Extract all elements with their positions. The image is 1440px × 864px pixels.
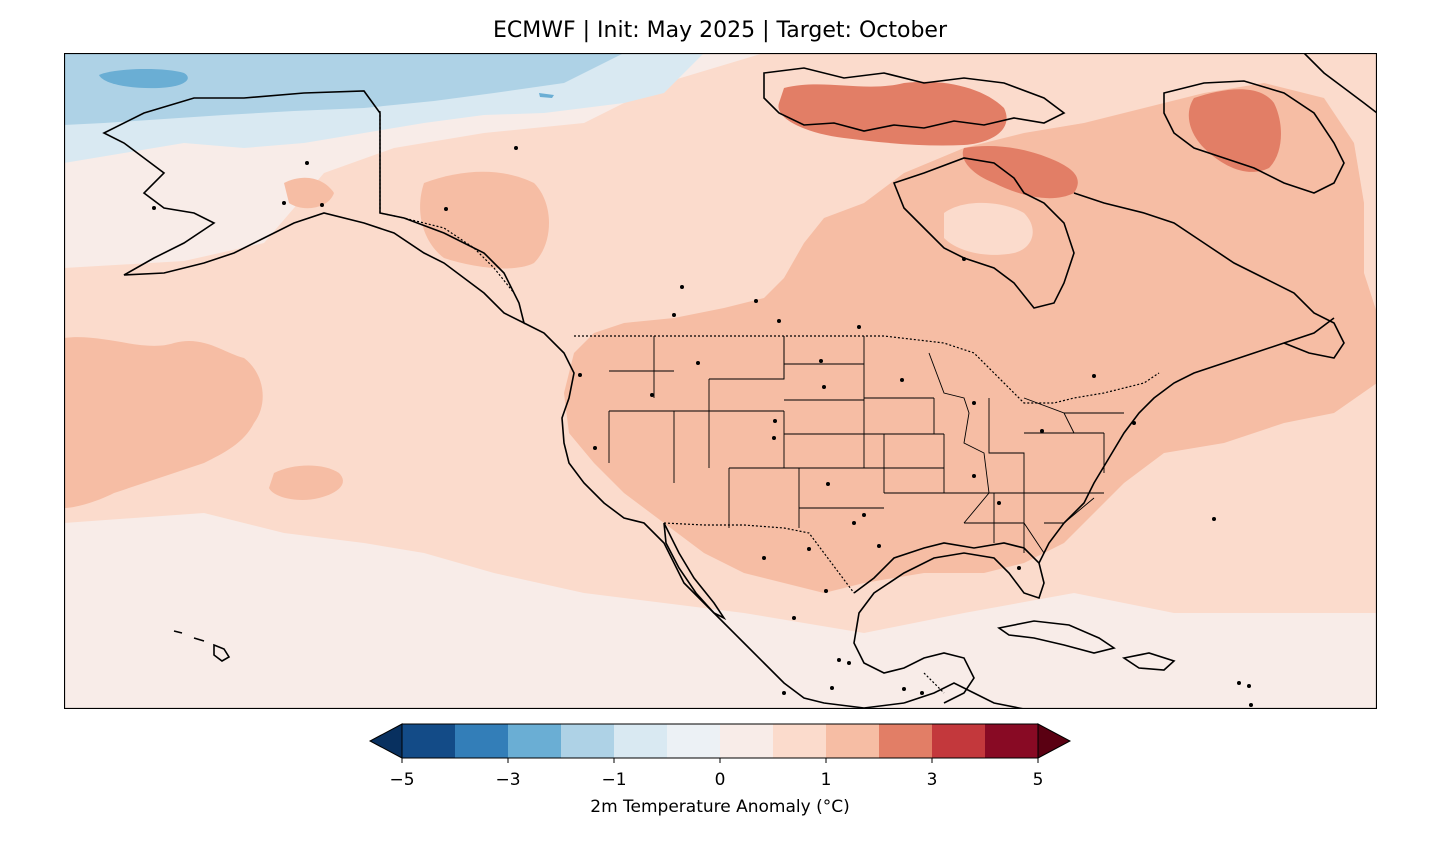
- colorbar-tick-label: 1: [820, 770, 832, 790]
- colorbar-under-arrow: [368, 723, 403, 759]
- colorbar-tick-label: −5: [389, 770, 415, 790]
- border-us-mexico: [663, 522, 855, 594]
- colorbar-over-arrow: [1037, 723, 1072, 759]
- state-boundaries: [608, 336, 1124, 554]
- colorbar-tick-label: −3: [495, 770, 521, 790]
- coastline-alaska: [102, 90, 526, 325]
- hot-field-arctic: [778, 81, 1007, 146]
- colorbar-swatch: [614, 724, 668, 758]
- cold-field-alaska: [64, 53, 624, 125]
- border-guatemala: [923, 672, 945, 694]
- coastline-baja: [663, 522, 727, 621]
- colorbar-swatch: [985, 724, 1039, 758]
- coastline-baffin: [1163, 80, 1345, 194]
- colorbar-swatch: [508, 724, 562, 758]
- coastline-arctic-islands: [763, 67, 1066, 132]
- warm-field-pacific: [64, 337, 263, 508]
- warm-field-alaska-w: [284, 177, 334, 209]
- coastline-hawaii: [173, 630, 231, 662]
- colorbar-swatch: [455, 724, 509, 758]
- coastline-pacific-nw: [523, 322, 905, 709]
- coastline-atlantic: [1038, 317, 1335, 564]
- warm-field-alaska: [420, 171, 549, 269]
- coastline-cuba: [997, 620, 1116, 654]
- colorbar-swatch: [826, 724, 880, 758]
- coastline-hispaniola: [1121, 652, 1176, 671]
- colorbar-tick-label: 0: [714, 770, 726, 790]
- coastline-hudson-bay: [892, 157, 1075, 309]
- coastline-central-america: [903, 682, 1025, 709]
- colorbar-tick-label: 5: [1032, 770, 1044, 790]
- warm-field-pacific-2: [269, 465, 343, 500]
- colorbar-label: 2m Temperature Anomaly (°C): [590, 797, 850, 817]
- map-title: ECMWF | Init: May 2025 | Target: October: [493, 18, 947, 43]
- anomaly-map: [64, 53, 1377, 709]
- cold-core-alaska: [99, 69, 188, 89]
- warm-field-canada-us: [564, 83, 1377, 593]
- colorbar-tick-label: 3: [926, 770, 938, 790]
- city-markers: [152, 146, 1253, 707]
- colorbar-swatch: [932, 724, 986, 758]
- colorbar-swatch: [402, 724, 456, 758]
- coastline-labrador: [1073, 192, 1345, 359]
- hot-field-hudson: [962, 146, 1078, 199]
- colorbar-tick-label: −1: [601, 770, 627, 790]
- colorbar-swatch: [561, 724, 615, 758]
- border-alaska-canada: [379, 111, 515, 294]
- colorbar-swatch: [879, 724, 933, 758]
- cold-spot-bering: [539, 93, 554, 98]
- country-borders: [379, 111, 1160, 694]
- coastlines: [102, 53, 1377, 709]
- coastline-greenland: [1303, 53, 1377, 114]
- colorbar: [368, 723, 1072, 763]
- colorbar-swatch: [773, 724, 827, 758]
- hot-field-baffin: [1188, 89, 1281, 172]
- colorbar-swatch: [720, 724, 774, 758]
- coastline-gulf: [853, 542, 1045, 704]
- cool-spot-hudson-bay: [944, 202, 1033, 255]
- colorbar-swatch: [667, 724, 721, 758]
